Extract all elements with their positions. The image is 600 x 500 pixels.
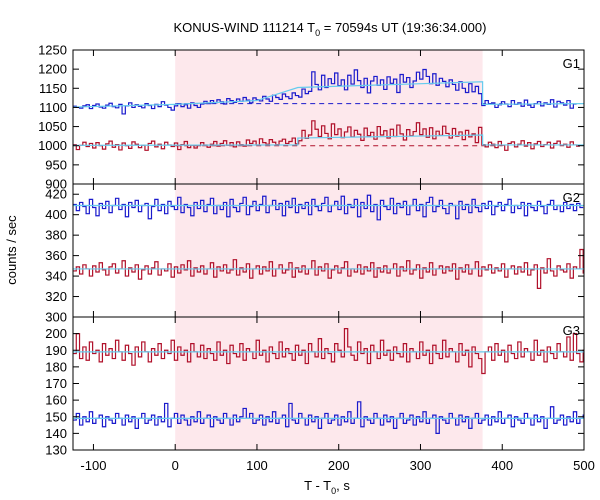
y-tick-label: 1000 (38, 138, 67, 153)
y-tick-label: 320 (45, 289, 67, 304)
x-tick-label: 100 (246, 458, 268, 473)
y-tick-label: 340 (45, 269, 67, 284)
panel-g2: 300 320 340 360 380 400 420 G2 (45, 183, 585, 325)
x-tick-label: 300 (410, 458, 432, 473)
y-tick-label: 1100 (39, 100, 67, 115)
y-tick-label: 1050 (38, 119, 67, 134)
x-tick-label: 200 (328, 458, 350, 473)
chart-title-main: KONUS-WIND 111214 T (174, 20, 316, 35)
y-tick-label: 130 (45, 443, 67, 458)
panel-data (73, 68, 584, 151)
panel-data (73, 328, 584, 434)
shaded-interval (175, 184, 483, 317)
x-axis-label-main: T - T (304, 478, 331, 493)
x-axis-label-subscript: 0 (331, 486, 336, 496)
y-tick-label: 420 (45, 187, 67, 202)
chart-title-subscript: 0 (315, 28, 320, 38)
x-axis-label: T - T0, s (304, 478, 350, 496)
y-tick-label: 900 (45, 177, 67, 192)
x-tick-label: 500 (573, 458, 595, 473)
x-tick-label: 0 (172, 458, 179, 473)
chart-title-rest: = 70594s UT (19:36:34.000) (320, 20, 486, 35)
y-tick-label: 380 (45, 228, 67, 243)
plot-area: 900950100010501100115012001250G130032034… (38, 43, 595, 474)
fit-line (73, 81, 584, 108)
y-tick-label: 400 (45, 207, 67, 222)
shaded-interval (175, 317, 483, 450)
chart-title: KONUS-WIND 111214 T0 = 70594s UT (19:36:… (174, 20, 487, 38)
panel-data (73, 194, 584, 289)
x-tick-label: 400 (491, 458, 513, 473)
panel-label: G3 (563, 323, 580, 338)
y-tick-label: 150 (45, 409, 67, 424)
fit-line (73, 134, 584, 146)
y-tick-label: 170 (45, 376, 67, 391)
series-red-step-line (73, 328, 584, 375)
series-red-step-line (73, 248, 584, 289)
y-tick-label: 1200 (38, 62, 67, 77)
y-tick-label: 950 (45, 157, 67, 172)
y-tick-label: 300 (45, 310, 67, 325)
y-tick-label: 200 (45, 326, 67, 341)
x-tick-label: -100 (80, 458, 106, 473)
y-tick-label: 360 (45, 248, 67, 263)
y-tick-label: 160 (45, 393, 67, 408)
y-tick-label: 190 (45, 343, 67, 358)
y-tick-label: 1250 (38, 43, 67, 58)
panel-g1: 900 950 1000 1050 1100 1150 1200 1250 G1 (38, 43, 585, 192)
shaded-interval (175, 50, 483, 184)
series-blue-step-line (73, 401, 584, 434)
y-tick-label: 1150 (39, 81, 67, 96)
panel-label: G1 (563, 56, 580, 71)
y-axis-label: counts / sec (4, 215, 19, 285)
panel-label: G2 (563, 190, 580, 205)
y-tick-label: 180 (45, 359, 67, 374)
x-axis-label-rest: , s (336, 478, 350, 493)
y-tick-label: 140 (45, 426, 67, 441)
